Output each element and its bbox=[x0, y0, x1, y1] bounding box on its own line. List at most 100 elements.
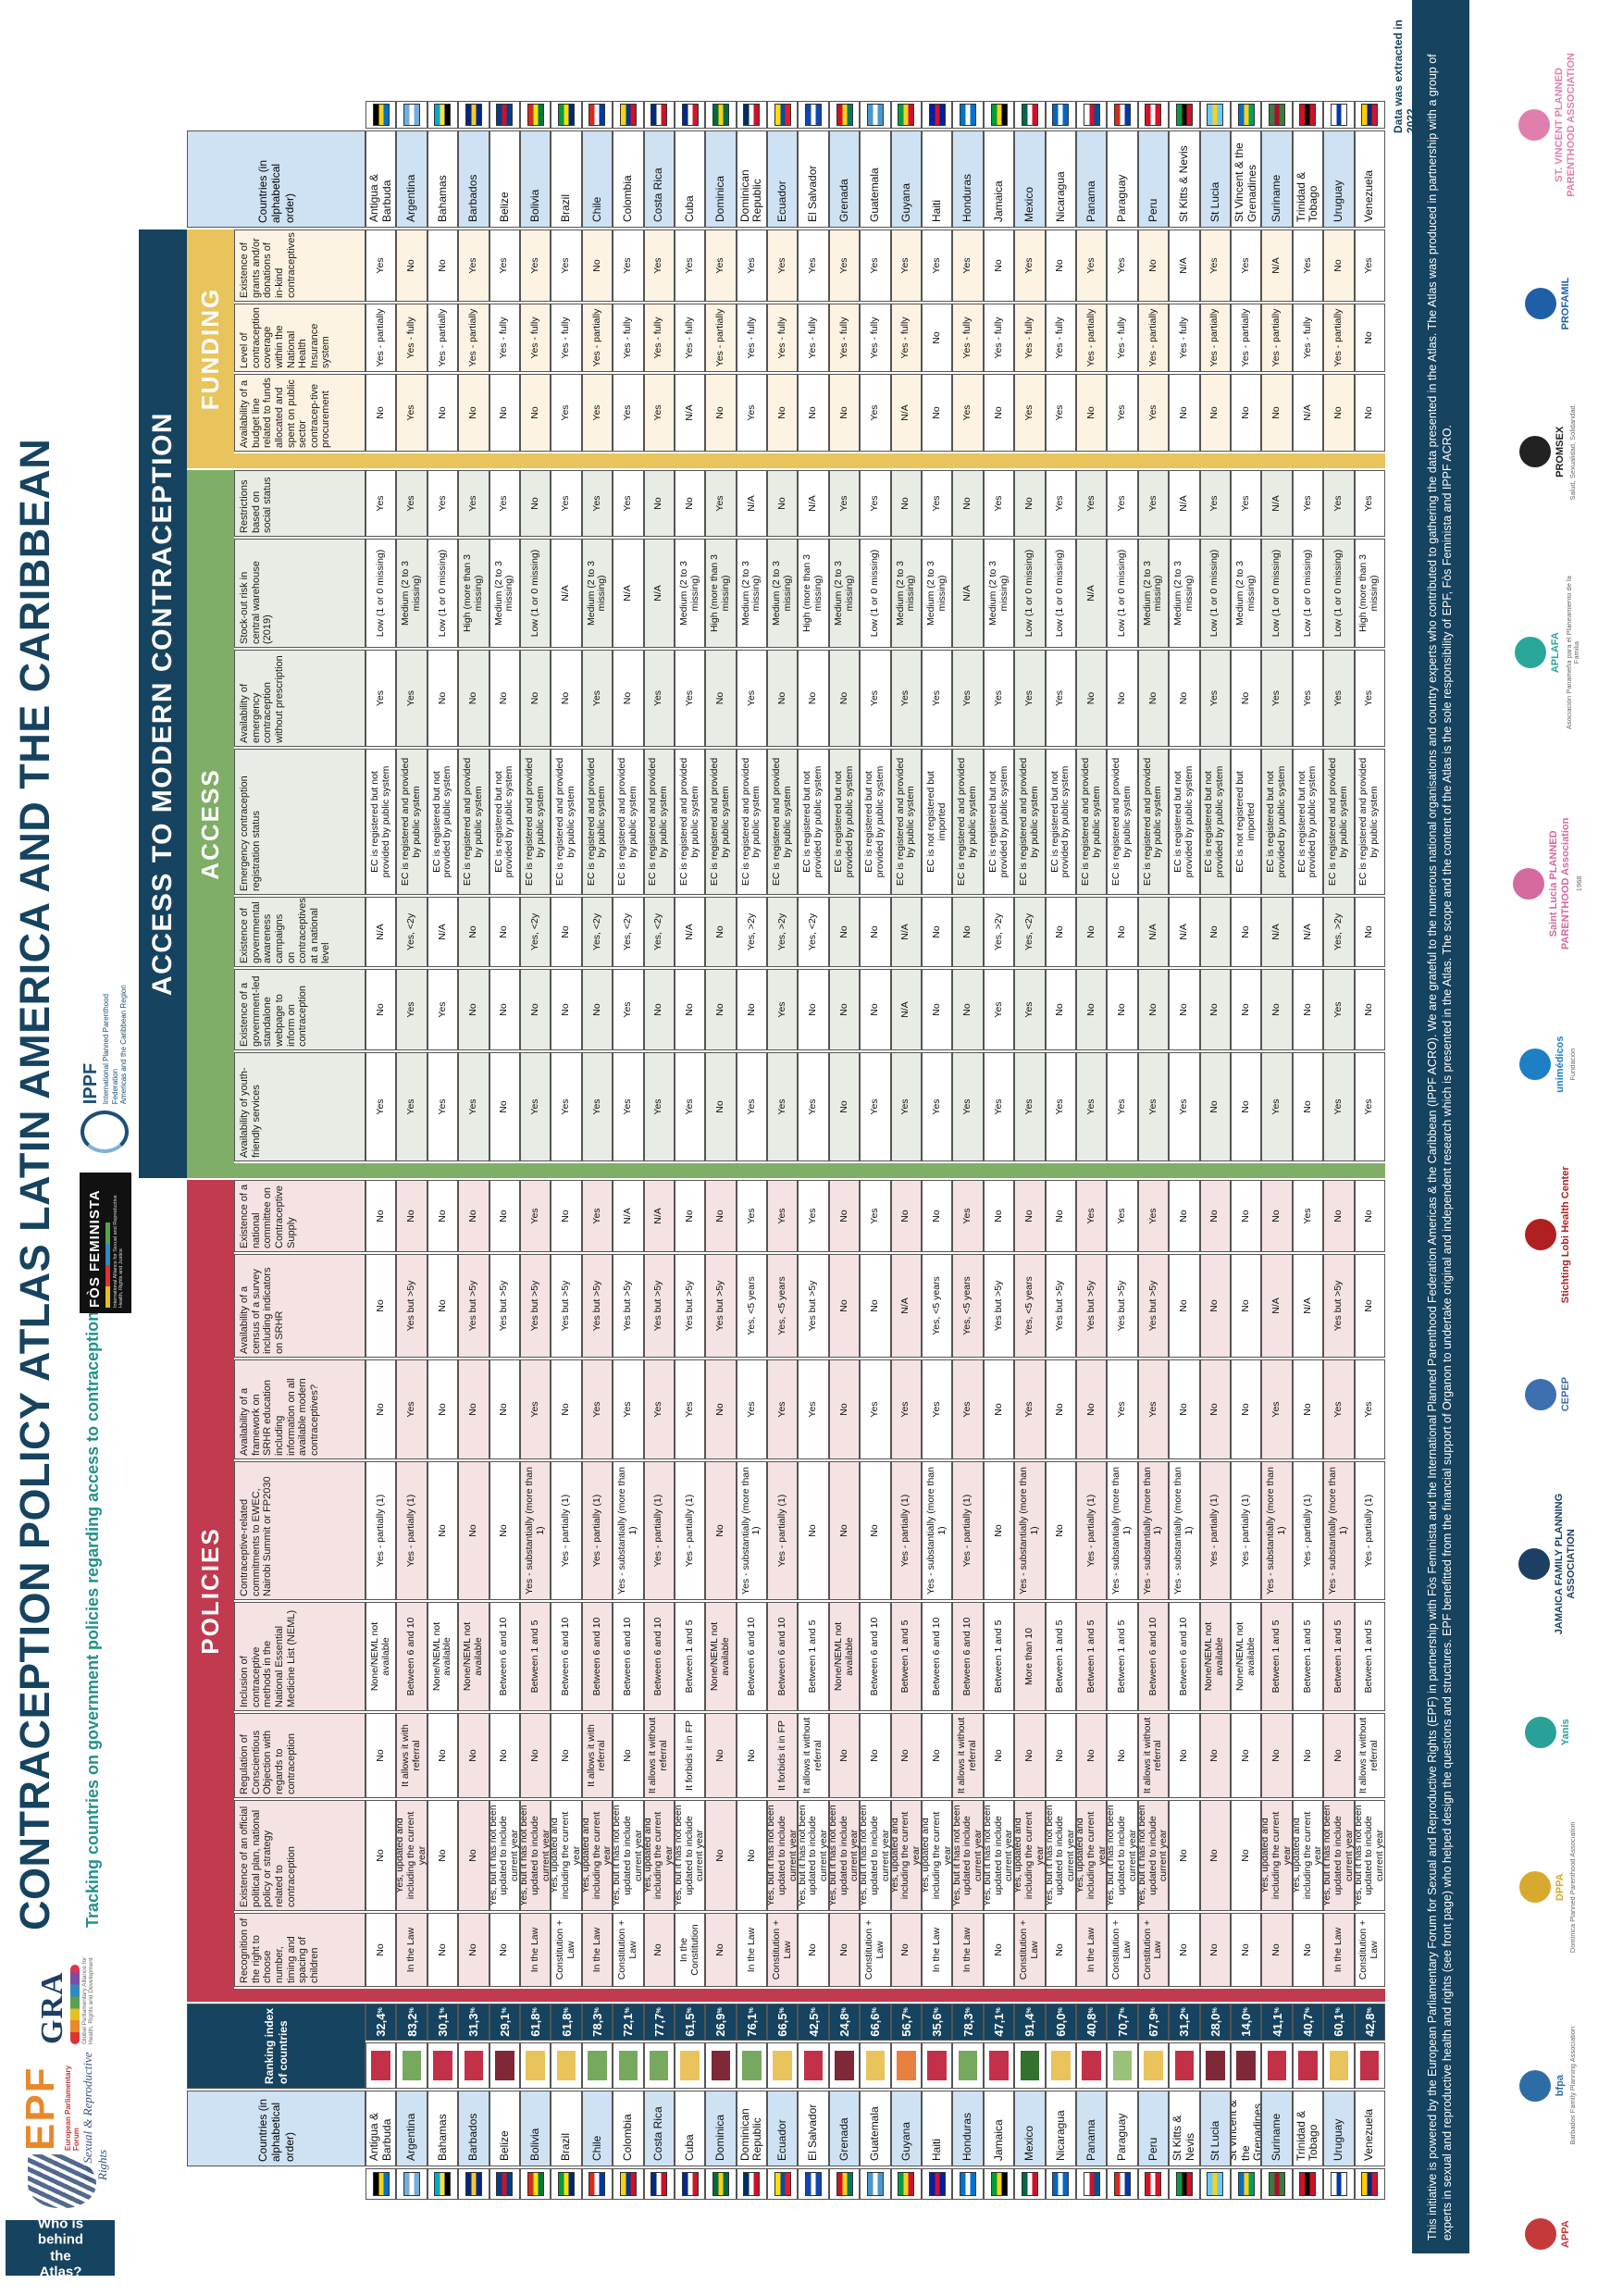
value-framework: Yes bbox=[736, 1359, 768, 1459]
country-name-right: Honduras bbox=[952, 130, 984, 228]
country-name: Mexico bbox=[1014, 2091, 1046, 2166]
value-commitments: No bbox=[458, 1461, 489, 1600]
value-conscientious: No bbox=[1014, 1713, 1046, 1798]
value-recognition: In the Law bbox=[1075, 1913, 1108, 1987]
value-webpage: No bbox=[860, 969, 891, 1050]
flag-cuba bbox=[681, 104, 699, 126]
column-header-budget: Availability of a budget line related to… bbox=[234, 374, 365, 452]
value-plan: Yes, but it has not been updated to incl… bbox=[674, 1800, 706, 1911]
partner-name: Yanis bbox=[1559, 1719, 1571, 1746]
value-budget: Yes bbox=[952, 374, 984, 452]
value-framework: Yes bbox=[1107, 1359, 1138, 1459]
value-campaigns: No bbox=[1354, 897, 1385, 967]
flag-cell-right bbox=[1323, 101, 1355, 129]
value-budget: Yes bbox=[1107, 374, 1138, 452]
country-name-right: El Salvador bbox=[798, 130, 829, 228]
ranking-value: 40,7% bbox=[1292, 2004, 1324, 2041]
partner-glyph-icon bbox=[1518, 1049, 1551, 1081]
value-coverage: Yes - fully bbox=[489, 304, 520, 372]
value-coverage: Yes - fully bbox=[736, 304, 768, 372]
column-header-framework: Availability of a framework on SRHR educ… bbox=[234, 1359, 365, 1459]
value-grants: Yes bbox=[890, 230, 923, 302]
value-recognition: No bbox=[983, 1913, 1015, 1987]
value-restrictions: N/A bbox=[798, 470, 829, 537]
value-coverage: Yes - fully bbox=[643, 304, 675, 372]
value-ec_registration: EC is registered and provided by public … bbox=[1014, 749, 1046, 895]
value-committee: No bbox=[922, 1180, 953, 1252]
flag-cell-right bbox=[519, 101, 551, 129]
tier-chip bbox=[1082, 2051, 1101, 2080]
value-youth: Yes bbox=[396, 1052, 427, 1161]
partner-name: APPA bbox=[1559, 2220, 1571, 2249]
ranking-tier-cell bbox=[365, 2042, 397, 2089]
value-stockout: Medium (2 to 3 missing) bbox=[489, 539, 520, 648]
flag-cell-right bbox=[1230, 101, 1262, 129]
tier-chip bbox=[556, 2051, 576, 2080]
value-webpage: No bbox=[551, 969, 582, 1050]
value-grants: No bbox=[1045, 230, 1076, 302]
value-campaigns: Yes, >2y bbox=[736, 897, 768, 967]
value-framework: Yes bbox=[1014, 1359, 1046, 1459]
ranking-tier-cell bbox=[860, 2042, 891, 2089]
value-ec_registration: EC is registered and provided by public … bbox=[613, 749, 644, 895]
country-name: Barbados bbox=[458, 2091, 489, 2166]
value-campaigns: N/A bbox=[890, 897, 923, 967]
flag-dominica bbox=[712, 104, 729, 126]
flag-venezuela bbox=[1361, 2172, 1379, 2196]
value-committee: No bbox=[551, 1180, 582, 1252]
value-coverage: Yes - partially bbox=[1261, 304, 1293, 372]
value-committee: No bbox=[1230, 1180, 1262, 1252]
tier-chip bbox=[958, 2051, 978, 2080]
value-conscientious: No bbox=[1199, 1713, 1231, 1798]
tier-chip bbox=[494, 2051, 514, 2080]
value-coverage: Yes - partially bbox=[458, 304, 489, 372]
value-youth: Yes bbox=[952, 1052, 984, 1161]
value-campaigns: N/A bbox=[674, 897, 706, 967]
section-strip-policies: POLICIES bbox=[187, 1180, 234, 2002]
value-stockout: High (more than 3 missing) bbox=[458, 539, 489, 648]
value-conscientious: No bbox=[1169, 1713, 1200, 1798]
value-webpage: Yes bbox=[983, 969, 1015, 1050]
credits-text: This initiative is powered by the Europe… bbox=[1426, 54, 1454, 2240]
value-neml: Between 6 and 10 bbox=[952, 1602, 984, 1711]
value-stockout: Medium (2 to 3 missing) bbox=[983, 539, 1015, 648]
value-restrictions: Yes bbox=[1323, 470, 1355, 537]
value-framework: No bbox=[489, 1359, 520, 1459]
value-neml: Between 1 and 5 bbox=[798, 1602, 829, 1711]
ranking-tier-cell bbox=[1199, 2042, 1231, 2089]
value-recognition: No bbox=[1045, 1913, 1076, 1987]
tier-chip bbox=[649, 2051, 669, 2080]
value-conscientious: It allows it without referral bbox=[1354, 1713, 1385, 1798]
tier-chip bbox=[1329, 2051, 1349, 2080]
partner-logo-cepep: CEPEP bbox=[1524, 1377, 1572, 1411]
value-plan: Yes, but it has not been updated to incl… bbox=[1323, 1800, 1355, 1911]
value-coverage: Yes - fully bbox=[1169, 304, 1200, 372]
value-ec_no_prescription: Yes bbox=[983, 650, 1015, 747]
tier-chip bbox=[1359, 2051, 1380, 2080]
value-stockout: N/A bbox=[952, 539, 984, 648]
value-neml: Between 6 and 10 bbox=[860, 1602, 891, 1711]
value-neml: Between 6 and 10 bbox=[551, 1602, 582, 1711]
tier-chip bbox=[464, 2051, 484, 2080]
tier-chip bbox=[897, 2051, 916, 2080]
value-plan: No bbox=[458, 1800, 489, 1911]
country-name-right: Guatemala bbox=[860, 130, 891, 228]
value-committee: Yes bbox=[1137, 1180, 1170, 1252]
ranking-tier-cell bbox=[674, 2042, 706, 2089]
flag-dominican-republic bbox=[743, 2172, 761, 2196]
country-name: St Kitts & Nevis bbox=[1169, 2091, 1200, 2166]
value-plan: No bbox=[427, 1800, 459, 1911]
value-framework: No bbox=[983, 1359, 1015, 1459]
flag-antigua-barbuda bbox=[372, 104, 390, 126]
value-restrictions: Yes bbox=[1075, 470, 1108, 537]
value-campaigns: N/A bbox=[427, 897, 459, 967]
value-webpage: Yes bbox=[427, 969, 459, 1050]
flag-cell bbox=[983, 2168, 1015, 2200]
flag-uruguay bbox=[1330, 2172, 1347, 2196]
value-census: N/A bbox=[1292, 1254, 1324, 1358]
gra-wordmark: GRA bbox=[35, 1971, 69, 2044]
column-header-commitments: Contraceptive-related commitments to EWE… bbox=[234, 1461, 365, 1600]
value-budget: No bbox=[767, 374, 799, 452]
ranking-value: 31,3% bbox=[458, 2004, 489, 2041]
flag-cell-right bbox=[705, 101, 737, 129]
